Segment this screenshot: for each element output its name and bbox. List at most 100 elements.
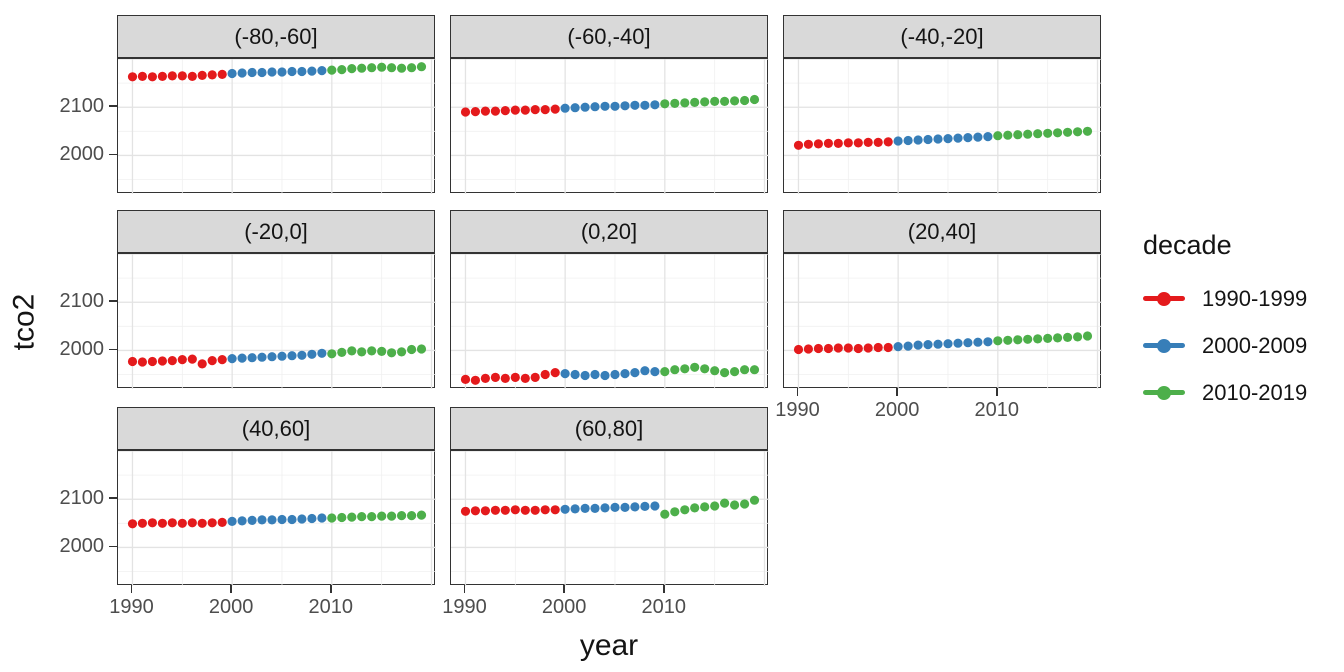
data-point bbox=[367, 63, 377, 73]
facet-strip: (-20,0] bbox=[117, 210, 435, 253]
data-point bbox=[317, 513, 327, 523]
facet-panel-canvas bbox=[451, 254, 769, 389]
data-point bbox=[540, 369, 550, 380]
data-point bbox=[963, 133, 973, 143]
data-point bbox=[620, 369, 630, 379]
data-point bbox=[480, 506, 490, 516]
data-point bbox=[127, 519, 138, 529]
data-point bbox=[833, 138, 843, 148]
data-point bbox=[407, 344, 417, 355]
data-point bbox=[720, 498, 730, 508]
facet-strip-label: (40,60] bbox=[241, 415, 311, 441]
legend-entry-label: 2000-2009 bbox=[1202, 332, 1308, 358]
x-axis-tick-label: 2010 bbox=[641, 596, 687, 618]
y-axis-tick bbox=[109, 105, 117, 107]
data-point bbox=[823, 138, 833, 148]
data-point bbox=[973, 337, 983, 347]
data-point bbox=[1023, 334, 1033, 344]
data-point bbox=[610, 502, 620, 512]
data-point bbox=[833, 343, 843, 353]
data-point bbox=[257, 515, 267, 525]
data-point bbox=[560, 369, 570, 379]
legend-entry: 2010-2019 bbox=[1143, 369, 1307, 416]
data-point bbox=[277, 351, 287, 361]
data-point bbox=[287, 351, 297, 361]
facet-panel bbox=[783, 58, 1102, 194]
data-point bbox=[590, 102, 600, 112]
data-point bbox=[397, 347, 407, 357]
facet-panel bbox=[450, 253, 769, 389]
data-point bbox=[953, 338, 963, 348]
data-point bbox=[307, 349, 317, 359]
data-point bbox=[1013, 130, 1023, 140]
data-point bbox=[1073, 127, 1083, 137]
data-point bbox=[510, 105, 520, 115]
data-point bbox=[307, 66, 317, 76]
data-point bbox=[460, 506, 471, 516]
data-point bbox=[500, 106, 510, 116]
data-point bbox=[490, 505, 500, 515]
y-axis-tick bbox=[109, 497, 117, 499]
data-point bbox=[793, 344, 804, 355]
y-axis-tick bbox=[109, 545, 117, 548]
facet-panel-canvas bbox=[451, 451, 769, 586]
data-point bbox=[883, 342, 893, 353]
facet-panel-canvas bbox=[784, 59, 1102, 194]
legend-key-icon bbox=[1143, 385, 1185, 400]
y-axis-tick-label: 2100 bbox=[59, 290, 105, 313]
data-point bbox=[730, 367, 740, 377]
data-point bbox=[327, 65, 337, 75]
data-point bbox=[903, 135, 913, 146]
data-point bbox=[993, 336, 1003, 346]
data-point bbox=[197, 518, 207, 528]
data-point bbox=[317, 66, 327, 76]
x-axis-tick bbox=[130, 585, 133, 593]
data-point bbox=[460, 107, 471, 117]
data-point bbox=[217, 517, 227, 527]
data-point bbox=[803, 139, 813, 149]
data-point bbox=[207, 518, 217, 528]
data-point bbox=[610, 369, 620, 380]
data-point bbox=[973, 132, 983, 142]
legend-key-dot bbox=[1157, 338, 1171, 353]
data-point bbox=[187, 354, 197, 364]
facet-panel bbox=[117, 253, 436, 389]
data-point bbox=[307, 513, 317, 524]
facet-panel-canvas bbox=[118, 254, 436, 389]
facet-panel bbox=[117, 450, 436, 586]
data-point bbox=[600, 503, 610, 513]
data-point bbox=[740, 95, 750, 106]
data-point bbox=[893, 136, 903, 146]
data-point bbox=[500, 505, 510, 515]
y-axis-tick-label: 2000 bbox=[59, 143, 105, 166]
data-point bbox=[510, 372, 520, 382]
data-point bbox=[177, 518, 187, 528]
data-point bbox=[700, 364, 710, 374]
data-point bbox=[520, 105, 530, 115]
data-point bbox=[943, 134, 953, 144]
x-axis-tick-label: 2010 bbox=[974, 399, 1020, 421]
data-point bbox=[147, 72, 157, 82]
facet-panel bbox=[450, 58, 769, 194]
data-point bbox=[540, 505, 550, 515]
data-point bbox=[520, 505, 530, 515]
legend-entry: 1990-1999 bbox=[1143, 275, 1307, 322]
data-point bbox=[740, 499, 750, 509]
x-axis-tick bbox=[996, 388, 998, 396]
x-axis-tick-label: 2000 bbox=[541, 596, 587, 618]
data-point bbox=[337, 65, 347, 75]
data-point bbox=[903, 341, 913, 351]
data-point bbox=[670, 365, 680, 375]
x-axis-tick bbox=[230, 585, 232, 593]
data-point bbox=[913, 135, 923, 145]
facet-strip: (-60,-40] bbox=[450, 15, 768, 58]
data-point bbox=[490, 106, 500, 116]
x-axis-tick bbox=[796, 388, 799, 396]
data-point bbox=[1082, 126, 1093, 136]
data-point bbox=[680, 364, 690, 374]
data-point bbox=[620, 502, 630, 512]
data-point bbox=[367, 512, 377, 522]
facet-strip: (40,60] bbox=[117, 407, 435, 450]
data-point bbox=[813, 343, 823, 354]
